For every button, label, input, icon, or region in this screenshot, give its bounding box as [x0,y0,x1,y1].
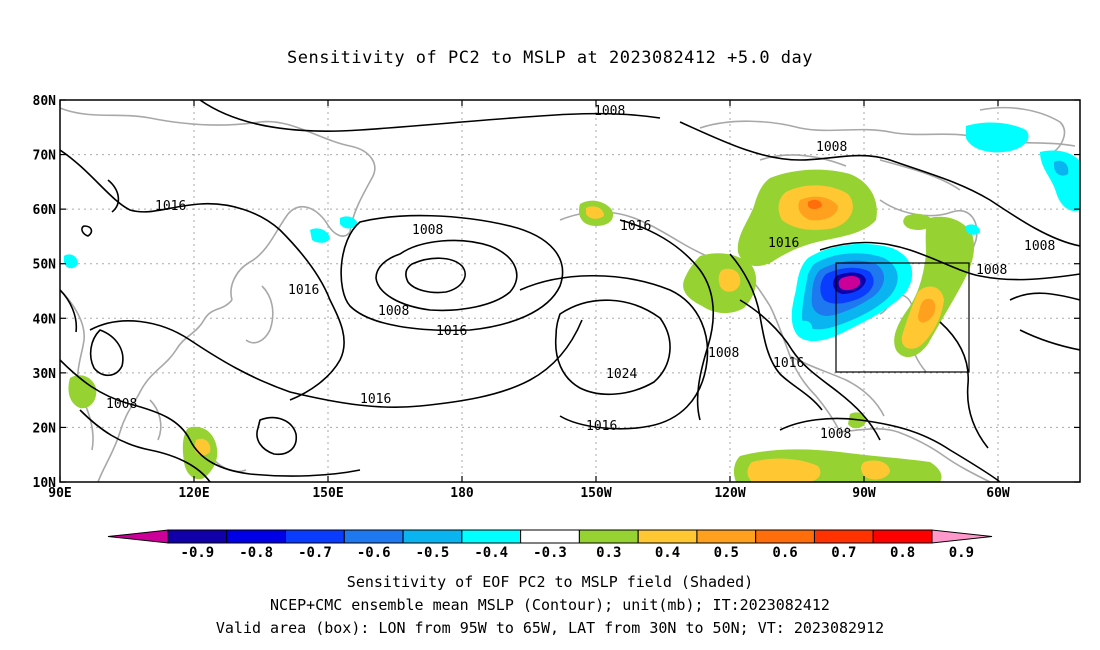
lat-tick-label: 30N [33,367,57,382]
colorbar-label: 0.8 [890,545,915,561]
colorbar-segment [872,529,933,544]
lat-lon-grid [60,100,1080,482]
shade-negative-cyan [64,254,78,269]
colorbar-segment [637,529,698,544]
colorbar-label: 0.6 [772,545,797,561]
shade-negative-lightblue [1054,160,1069,176]
caption-line-1: Sensitivity of EOF PC2 to MSLP field (Sh… [346,573,754,591]
contour-label: 1024 [606,367,637,382]
mslp-contours [60,100,1080,482]
contour-label: 1008 [816,140,847,155]
lon-tick-label: 60W [986,486,1010,501]
coastlines [60,106,1076,482]
colorbar-label: -0.8 [239,545,273,561]
colorbar-segment [813,529,874,544]
colorbar-segment [343,529,404,544]
caption-line-3: Valid area (box): LON from 95W to 65W, L… [215,619,885,637]
contour-label: 1016 [586,419,617,434]
caption-line-2: NCEP+CMC ensemble mean MSLP (Contour); u… [270,596,830,614]
colorbar-segment [578,529,639,544]
colorbar-segment [167,529,228,544]
colorbar-segment [696,529,757,544]
lat-tick-label: 50N [33,258,57,273]
shade-negative-cyan [798,320,813,335]
lon-tick-label: 120E [178,486,209,501]
map-frame [59,99,1081,483]
shade-negative-cyan [966,122,1029,153]
contour-label: 1008 [412,223,443,238]
contour-label: 1008 [708,346,739,361]
colorbar-label: -0.7 [298,545,332,561]
colorbar-label: 0.9 [949,545,974,561]
colorbar-segment [755,529,815,544]
lon-tick-label: 90E [48,486,71,501]
shade-negative-cyan [966,224,980,235]
colorbar-label: -0.3 [533,545,567,561]
contour-label: 1016 [773,356,804,371]
lon-tick-label: 120W [714,486,745,501]
contour-label: 1016 [620,219,651,234]
contour-label: 1008 [378,304,409,319]
lat-tick-label: 10N [33,476,57,491]
colorbar-high-tip [931,529,993,544]
shade-positive-orange [918,298,936,323]
shade-positive-yellow [747,458,821,482]
shade-negative-cyan [310,228,330,243]
lat-tick-label: 60N [33,203,57,218]
shade-negative-magenta [838,276,861,291]
contour-label: 1008 [1024,239,1055,254]
contour-label: 1008 [820,427,851,442]
colorbar-label: -0.5 [416,545,450,561]
contour-label: 1008 [106,397,137,412]
colorbar-label: -0.9 [181,545,215,561]
colorbar-label: 0.4 [655,545,680,561]
map-area [60,100,1080,482]
colorbar-segment [285,529,345,544]
colorbar-segment [402,529,463,544]
shade-positive-red [808,199,822,209]
colorbar-segment [520,529,580,544]
colorbar-label: 0.7 [831,545,856,561]
contour-labels: 1008 1008 1016 1008 1016 1016 1008 1016 … [106,104,1055,442]
contour-label: 1016 [768,236,799,251]
shade-positive-yellow [861,460,890,480]
colorbar-label: 0.3 [596,545,621,561]
contour-label: 1016 [288,283,319,298]
contour-label: 1016 [436,324,467,339]
colorbar-low-tip [107,529,169,544]
valid-area-box [835,262,970,373]
lat-tick-label: 80N [33,94,57,109]
colorbar-label: 0.5 [714,545,739,561]
shade-positive-green [68,375,97,409]
colorbar: -0.9 -0.8 -0.7 -0.6 -0.5 -0.4 -0.3 0.3 0.4 0.5 0.6… [107,529,993,561]
lat-tick-label: 20N [33,421,57,436]
lon-tick-label: 150W [580,486,611,501]
shade-positive-green [903,214,934,230]
chart-title: Sensitivity of PC2 to MSLP at 2023082412… [286,48,813,68]
lon-tick-label: 90W [852,486,876,501]
shade-positive-yellow [718,268,741,292]
shade-negative-cyan [1040,150,1080,212]
lat-tick-label: 70N [33,149,57,164]
lon-tick-label: 180 [450,486,474,501]
sensitivity-shading [64,122,1080,482]
contour-label: 1008 [594,104,625,119]
colorbar-label: -0.4 [474,545,508,561]
lat-tick-label: 40N [33,312,57,327]
colorbar-label: -0.6 [357,545,391,561]
colorbar-segment [461,529,522,544]
shade-positive-yellow [586,206,604,219]
shade-negative-cyan [340,216,358,229]
contour-label: 1016 [155,199,186,214]
contour-label: 1008 [976,263,1007,278]
contour-label: 1016 [360,392,391,407]
lon-tick-label: 150E [312,486,343,501]
colorbar-segment [226,529,287,544]
